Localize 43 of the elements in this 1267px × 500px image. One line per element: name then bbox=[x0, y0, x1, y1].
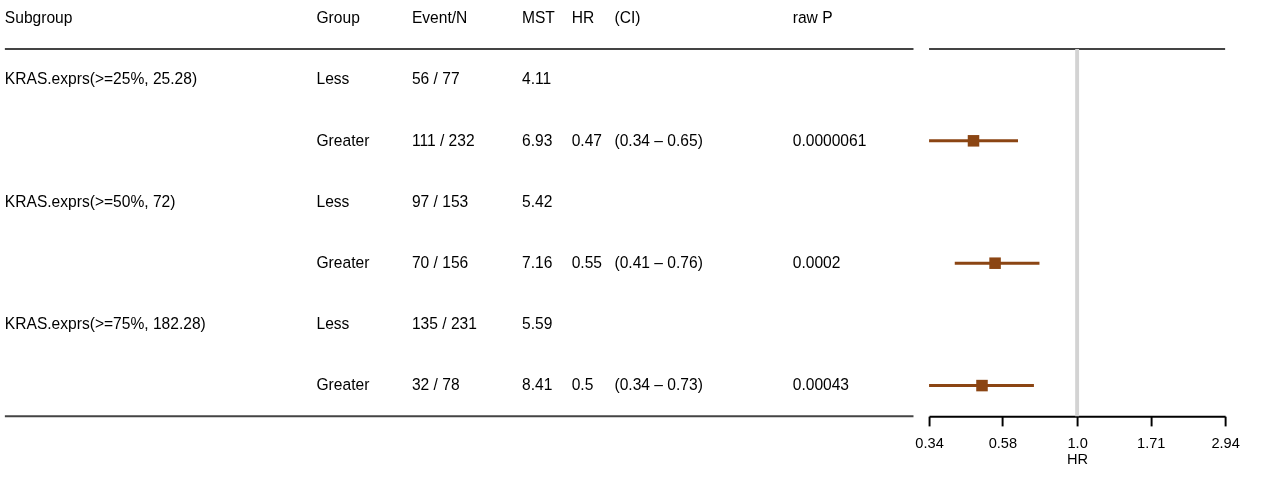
text: 6.93 bbox=[521, 131, 553, 149]
text: 0.47 bbox=[571, 131, 602, 149]
text: 135 / 231 bbox=[411, 315, 477, 333]
text: 0.0000061 bbox=[792, 131, 867, 149]
text: 8.41 bbox=[521, 376, 553, 394]
category-label: HR bbox=[571, 8, 595, 26]
text: 0.55 bbox=[571, 254, 602, 272]
x-tick-label: 0.58 bbox=[988, 434, 1018, 451]
text: 0.0002 bbox=[792, 254, 841, 272]
text: 0.00043 bbox=[792, 376, 850, 394]
text: 70 / 156 bbox=[411, 254, 469, 272]
text: Less bbox=[316, 315, 350, 333]
category-label: raw P bbox=[792, 8, 833, 26]
text: (0.34 – 0.65) bbox=[614, 131, 703, 149]
text: 0.5 bbox=[571, 376, 594, 394]
text: 5.42 bbox=[521, 192, 553, 210]
x-tick-label: 1.0 bbox=[1067, 434, 1088, 451]
text: Less bbox=[316, 192, 350, 210]
text: Greater bbox=[316, 376, 370, 394]
text: KRAS.exprs(>=50%, 72) bbox=[4, 192, 176, 210]
text: 97 / 153 bbox=[411, 192, 469, 210]
text: 5.59 bbox=[521, 315, 553, 333]
text: KRAS.exprs(>=25%, 25.28) bbox=[4, 70, 198, 88]
text: 111 / 232 bbox=[411, 131, 475, 149]
x-tick-label: 0.34 bbox=[915, 434, 944, 451]
text: (0.41 – 0.76) bbox=[614, 254, 703, 272]
text: Greater bbox=[316, 131, 370, 149]
text: 7.16 bbox=[521, 254, 553, 272]
category-label: MST bbox=[521, 8, 556, 26]
category-label: (CI) bbox=[614, 8, 641, 26]
text: (0.34 – 0.73) bbox=[614, 376, 703, 394]
text: Greater bbox=[316, 254, 370, 272]
text: KRAS.exprs(>=75%, 182.28) bbox=[4, 315, 206, 333]
category-label: Event/N bbox=[411, 8, 468, 26]
x-tick-label: 1.71 bbox=[1137, 434, 1166, 451]
text: Less bbox=[316, 70, 350, 88]
x-tick-label: 2.94 bbox=[1211, 434, 1240, 451]
text: 4.11 bbox=[521, 70, 552, 88]
x-axis-title: HR bbox=[1067, 451, 1089, 468]
category-label: Group bbox=[316, 8, 361, 26]
text: 32 / 78 bbox=[411, 376, 460, 394]
category-label: Subgroup bbox=[4, 8, 73, 26]
text: 56 / 77 bbox=[411, 70, 460, 88]
